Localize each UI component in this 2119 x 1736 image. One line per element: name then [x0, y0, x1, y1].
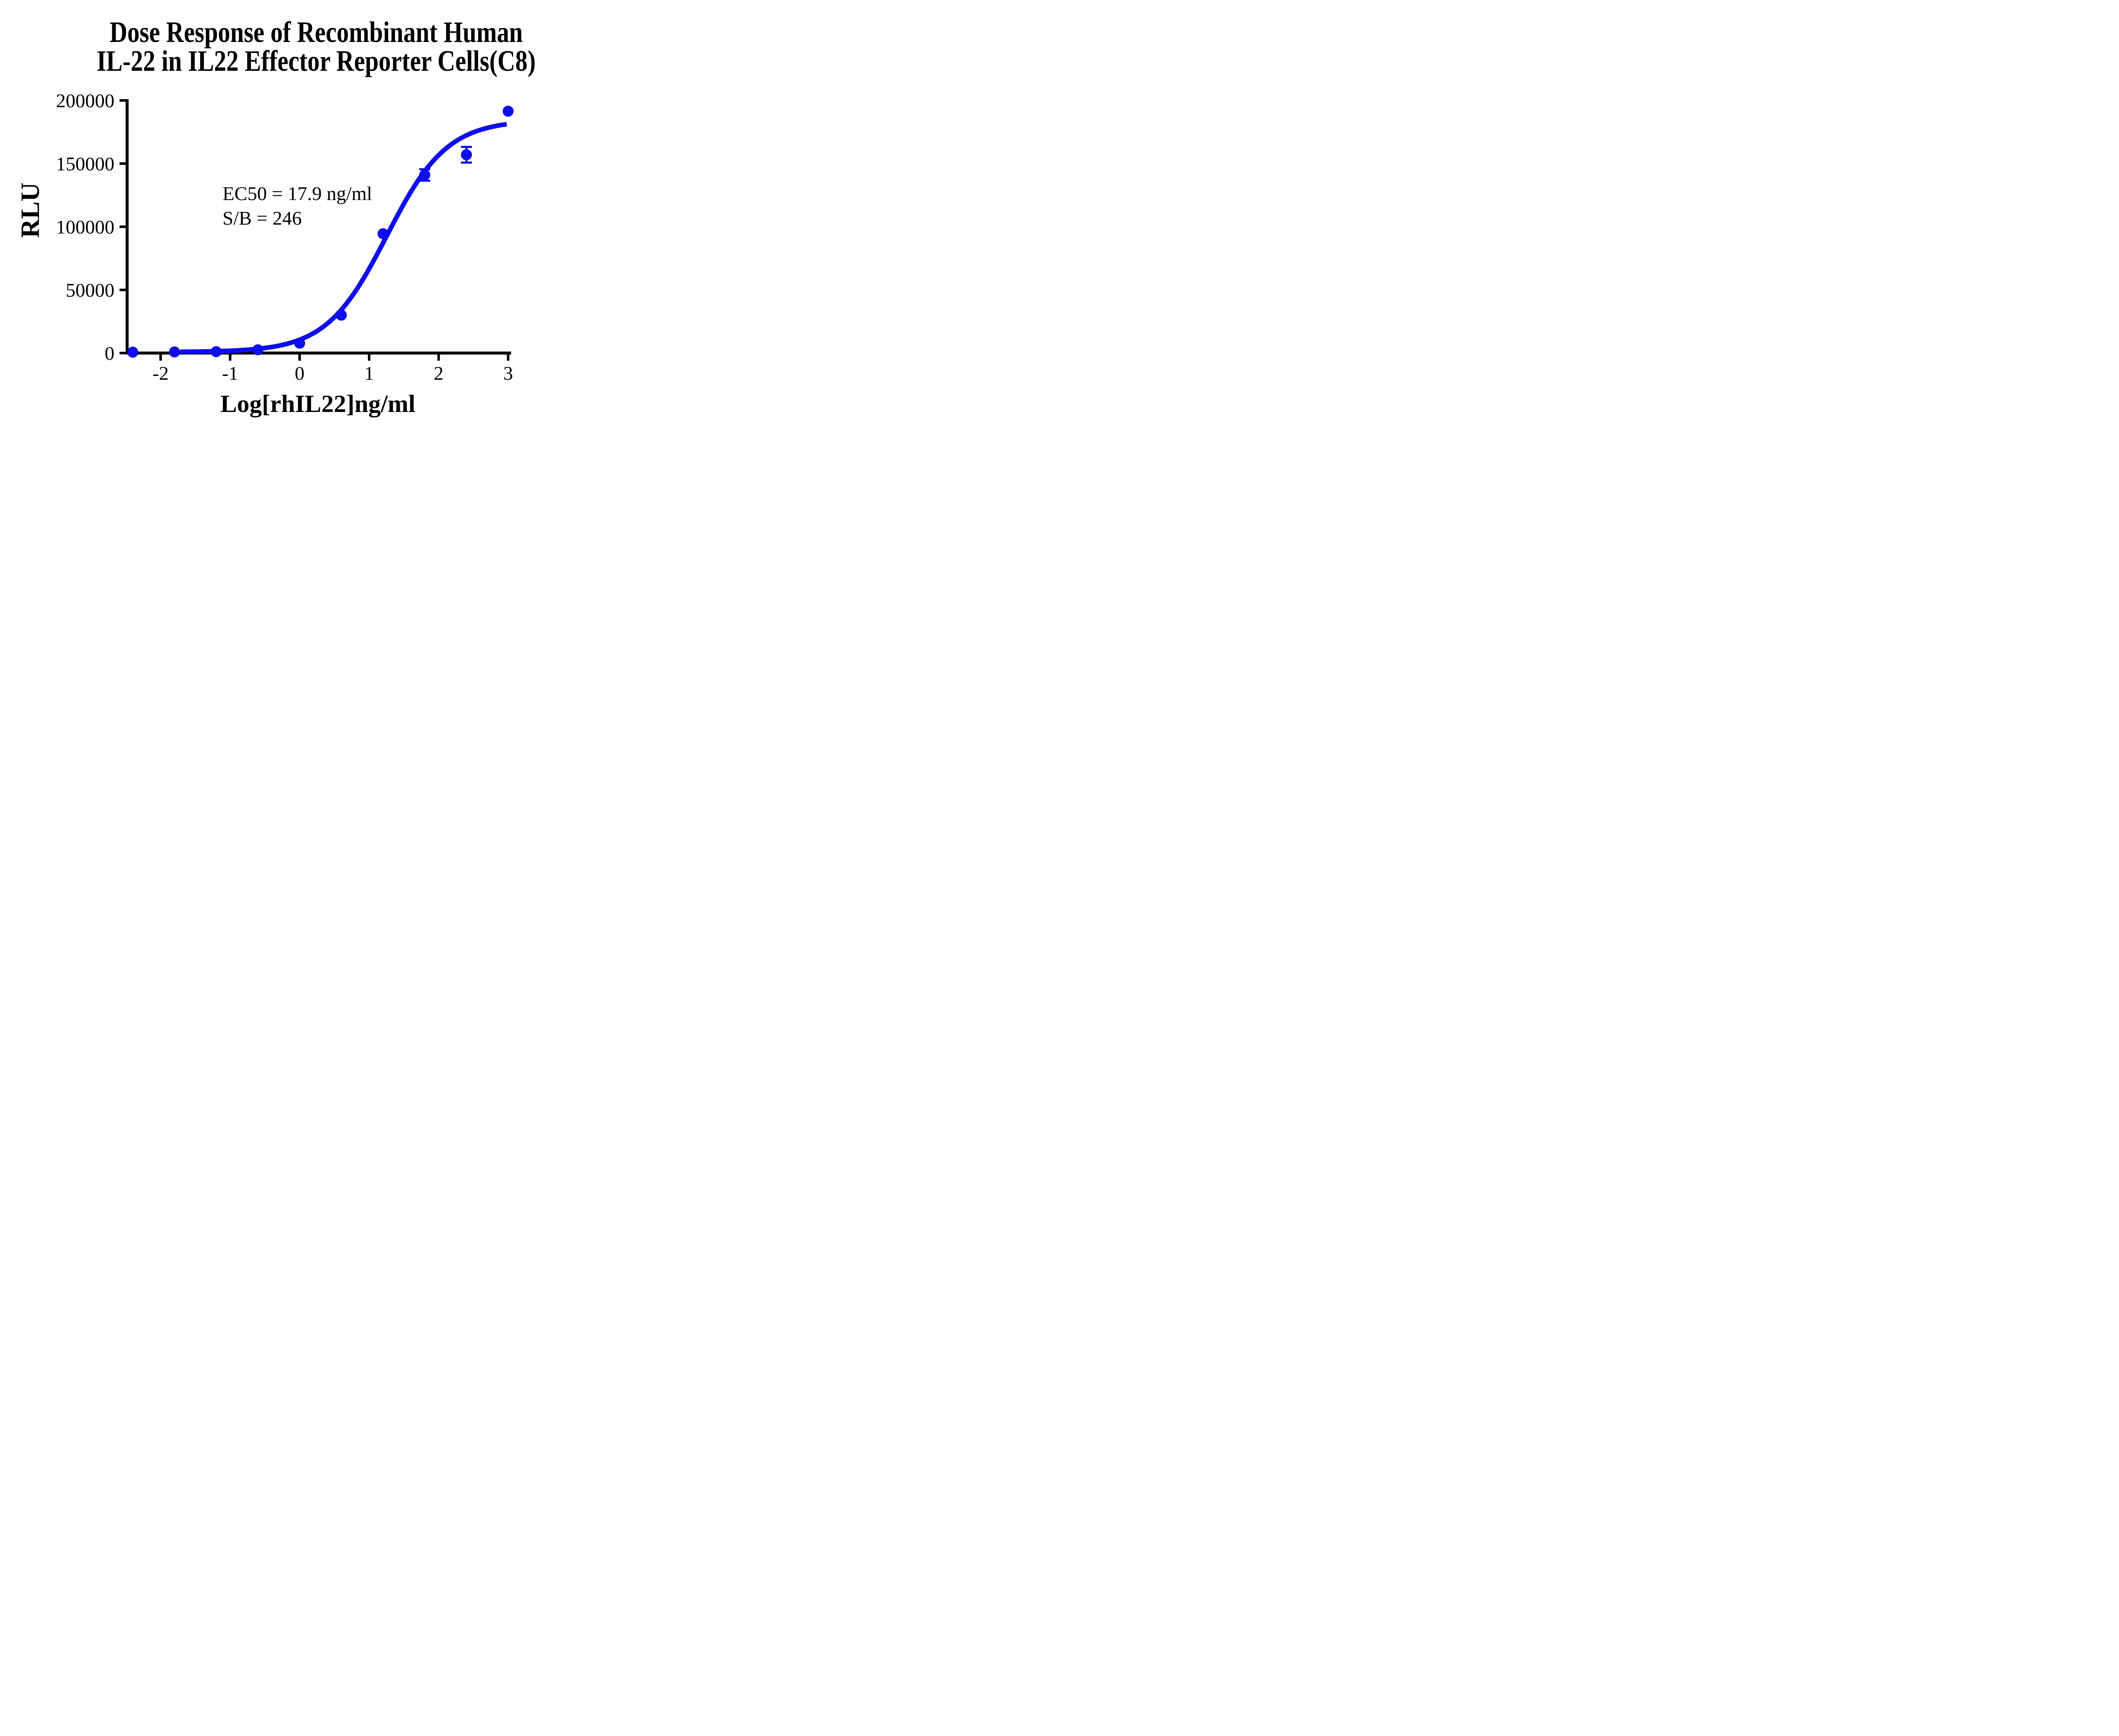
data-point: [252, 344, 264, 356]
data-point: [377, 228, 389, 239]
data-points-group: [127, 106, 514, 358]
chart-title-line-2: IL-22 in IL22 Effector Reporter Cells(C8…: [97, 45, 536, 78]
x-tick-label: -2: [153, 362, 169, 384]
data-point: [294, 337, 305, 349]
chart-title-line-1: Dose Response of Recombinant Human: [110, 16, 523, 49]
y-tick-label: 200000: [56, 90, 114, 111]
y-tick-label: 150000: [56, 153, 114, 175]
data-point: [336, 309, 347, 321]
y-tick-label: 0: [105, 342, 114, 364]
y-tick-label: 100000: [56, 216, 114, 238]
data-point: [419, 169, 431, 181]
data-point: [211, 346, 222, 357]
x-axis-title: Log[rhIL22]ng/ml: [220, 390, 415, 417]
dose-response-figure: Dose Response of Recombinant Human IL-22…: [0, 0, 563, 434]
y-tick-label: 50000: [66, 279, 114, 301]
data-point: [127, 346, 139, 358]
data-point: [503, 106, 514, 117]
signal-background-annotation: S/B = 246: [222, 207, 302, 229]
x-tick-label: 3: [503, 362, 513, 384]
y-axis-title: RLU: [16, 183, 45, 238]
x-tick-label: 1: [364, 362, 374, 384]
x-tick-label: 0: [295, 362, 305, 384]
dose-response-chart: Dose Response of Recombinant Human IL-22…: [16, 16, 536, 417]
data-point: [169, 346, 180, 358]
x-tick-label: -1: [222, 362, 238, 384]
data-point: [461, 149, 472, 161]
fit-curve: [180, 122, 507, 354]
x-tick-label: 2: [434, 362, 444, 384]
fit-curve-group: [180, 122, 507, 354]
ec50-annotation: EC50 = 17.9 ng/ml: [222, 183, 372, 204]
axis-ticks: -2 -1 0 1 2 3 0 50000 100000 150000 200000: [56, 90, 513, 384]
